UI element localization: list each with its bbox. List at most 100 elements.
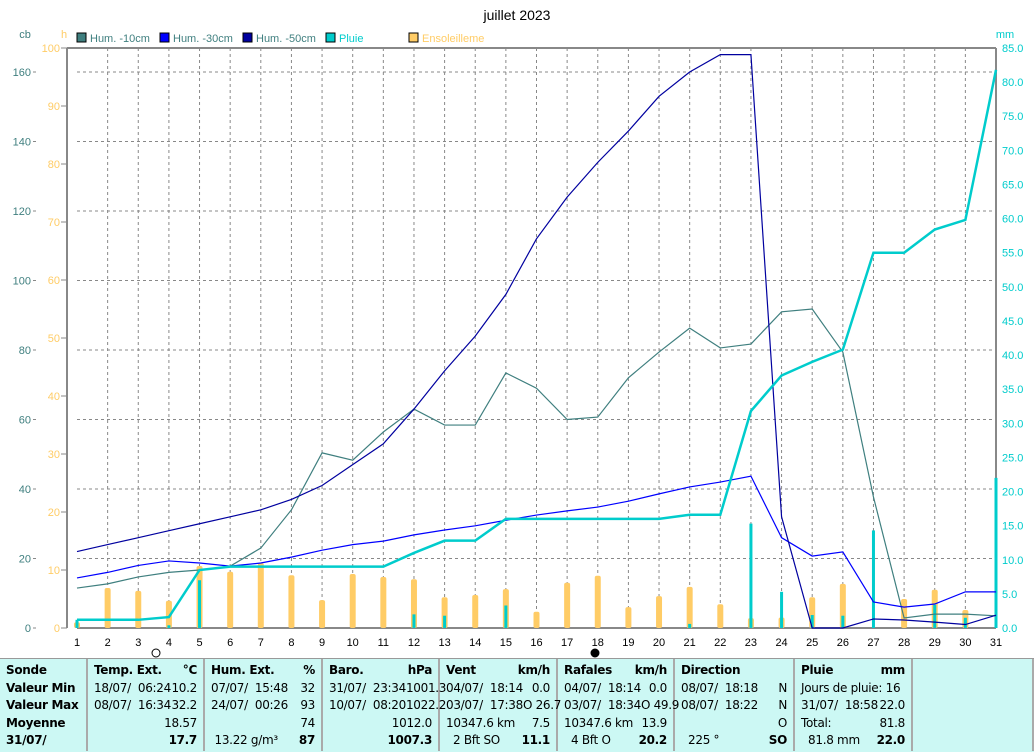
sunshine-bar <box>717 604 724 628</box>
table-row: Jours de pluie: 16 <box>801 681 905 699</box>
legend-label: Hum. -50cm <box>256 33 316 45</box>
table-row: 18/07/ 06:24 10.2 <box>94 681 197 699</box>
table-cell-left: Temp. Ext. <box>94 663 162 677</box>
x-tick-label: 24 <box>775 637 787 649</box>
table-row: 08/07/ 16:34 32.2 <box>94 698 197 716</box>
mm-tick-label: 65.0 <box>1002 179 1023 191</box>
table-row: 31/07/ 18:58 22.0 <box>801 698 905 716</box>
cb-tick-label: 0 <box>25 623 31 635</box>
cb-tick-label: 120 <box>13 206 31 218</box>
table-cell-right: 81.8 <box>879 715 905 730</box>
mm-tick-label: 15.0 <box>1002 521 1023 533</box>
daily-rain-bar <box>75 619 79 628</box>
mm-tick-label: 45.0 <box>1002 316 1023 328</box>
table-row: Valeur Min <box>6 681 80 699</box>
table-cell-right: 1001.3 <box>405 680 447 695</box>
daily-rain-bar <box>749 523 753 628</box>
cb-axis-label: cb <box>19 29 31 41</box>
table-row: 13.22 g/m³ 87 <box>211 733 316 751</box>
table-cell-right: 87 <box>298 733 315 747</box>
daily-rain-bar <box>841 615 845 628</box>
mm-tick-label: 35.0 <box>1002 384 1023 396</box>
x-tick-label: 19 <box>622 637 634 649</box>
table-column: Direction 08/07/ 18:18 N 08/07/ 18:22 N O 225… <box>675 659 795 751</box>
moon-phase-icon <box>590 648 600 658</box>
h-tick-label: 30 <box>48 449 60 461</box>
table-header: Rafales km/h <box>564 663 667 681</box>
table-row: Total: 81.8 <box>801 716 905 734</box>
table-row: 2 Bft SO 11.1 <box>446 733 550 751</box>
table-column: Hum. Ext.% 07/07/ 15:48 32 24/07/ 00:26 93 74… <box>205 659 323 751</box>
table-cell-left: Direction <box>681 663 741 677</box>
table-column: Baro. hPa 31/07/ 23:34 1001.3 10/07/ 08:20 10… <box>323 659 446 751</box>
table-cell-right: 0.0 <box>648 680 667 695</box>
sunshine-bar <box>625 607 632 628</box>
mm-tick-label: 30.0 <box>1002 418 1023 430</box>
table-cell-left: 10/07/ 08:20 <box>329 698 406 712</box>
table-header: Pluie mm <box>801 663 905 681</box>
x-tick-label: 26 <box>837 637 849 649</box>
table-cell-right: km/h <box>517 663 551 677</box>
table-cell-right: km/h <box>634 663 668 677</box>
sunshine-bar <box>472 594 479 628</box>
table-cell-right: O 26.7 <box>522 698 562 712</box>
mm-tick-label: 25.0 <box>1002 452 1023 464</box>
h-tick-label: 90 <box>48 101 60 113</box>
x-tick-label: 16 <box>530 637 542 649</box>
table-cell-left: 03/07/ 18:34 <box>564 698 641 712</box>
sunshine-bar <box>288 575 295 628</box>
table-cell-right: 22.0 <box>879 698 905 712</box>
sunshine-bar <box>227 571 234 628</box>
x-tick-label: 13 <box>438 637 450 649</box>
table-row: 81.8 mm 22.0 <box>801 733 905 751</box>
table-cell-right: °C <box>182 663 198 677</box>
table-column <box>913 659 1034 751</box>
daily-rain-bar <box>688 623 692 628</box>
x-tick-label: 25 <box>806 637 818 649</box>
legend-label: Hum. -30cm <box>173 33 233 45</box>
table-cell-left: Rafales <box>564 663 612 677</box>
table-cell-right: 11.1 <box>521 733 551 747</box>
mm-axis-label: mm <box>996 29 1014 41</box>
mm-tick-label: 85.0 <box>1002 43 1023 55</box>
sunshine-bar <box>686 586 693 628</box>
mm-tick-label: 20.0 <box>1002 487 1023 499</box>
legend-swatch <box>159 32 170 43</box>
mm-tick-label: 60.0 <box>1002 214 1023 226</box>
table-column: Sonde Valeur Min Valeur Max Moyenne 31/07/ <box>0 659 88 751</box>
table-row: 07/07/ 15:48 32 <box>211 681 315 699</box>
table-cell-left: 4 Bft O <box>564 733 611 747</box>
h-tick-label: 100 <box>42 43 60 55</box>
table-cell-right: N <box>778 680 787 695</box>
table-cell-left: Valeur Max <box>6 698 79 712</box>
h-tick-label: 80 <box>48 159 60 171</box>
table-cell-right: 22.0 <box>876 733 906 747</box>
table-header: Vent km/h <box>446 663 550 681</box>
x-tick-label: 12 <box>408 637 420 649</box>
h-tick-label: 70 <box>48 217 60 229</box>
table-cell-right: 13.9 <box>641 715 667 730</box>
x-tick-label: 22 <box>714 637 726 649</box>
table-row: 03/07/ 17:38 O 26.7 <box>446 698 561 716</box>
mm-tick-label: 50.0 <box>1002 282 1023 294</box>
table-row: 225 ° SO <box>681 733 787 751</box>
table-row: 08/07/ 18:22 N <box>681 698 787 716</box>
table-cell-left: 08/07/ 18:22 <box>681 698 758 712</box>
table-header: Hum. Ext.% <box>211 663 315 681</box>
legend-label: Pluie <box>339 33 363 45</box>
daily-rain-bar <box>443 615 447 628</box>
h-tick-label: 20 <box>48 507 60 519</box>
table-cell-right: 0.0 <box>531 680 550 695</box>
table-row: 18.57 <box>94 716 197 734</box>
table-cell-right: 93 <box>300 698 315 712</box>
x-tick-label: 3 <box>135 637 141 649</box>
table-cell-left: Sonde <box>6 663 47 677</box>
table-cell-right: SO <box>768 733 788 747</box>
table-cell-right: O 49.9 <box>640 698 680 712</box>
h-axis-label: h <box>61 29 67 41</box>
table-cell-right: 1007.3 <box>387 733 432 747</box>
x-tick-label: 31 <box>990 637 1002 649</box>
mm-tick-label: 5.0 <box>1002 589 1017 601</box>
h-tick-label: 10 <box>48 565 60 577</box>
